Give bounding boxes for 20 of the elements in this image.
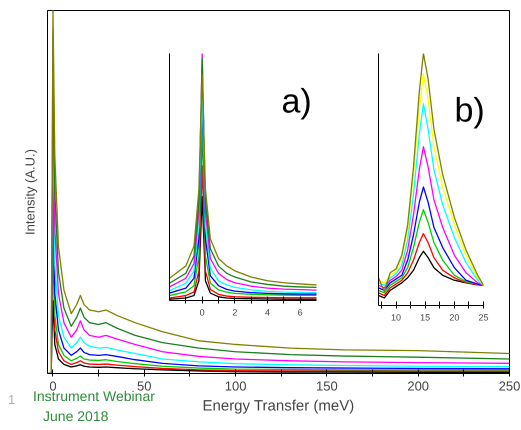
x-tick-label: 25 bbox=[478, 312, 489, 322]
x-tick-label: 100 bbox=[224, 378, 246, 394]
x-tick-label: 20 bbox=[449, 312, 460, 322]
x-tick-label: 200 bbox=[407, 378, 430, 394]
x-tick-label: 6 bbox=[298, 308, 303, 318]
annotation: b) bbox=[454, 92, 485, 130]
x-tick-label: 50 bbox=[137, 378, 152, 394]
text: June 2018 bbox=[43, 408, 108, 424]
x-tick-label: 15 bbox=[420, 312, 430, 322]
text: 1 bbox=[8, 392, 16, 407]
x-tick-label: 0 bbox=[200, 308, 205, 318]
x-tick-label: 0 bbox=[49, 378, 57, 394]
x-axis-title: Energy Transfer (meV) bbox=[202, 398, 354, 414]
x-tick-label: 4 bbox=[264, 308, 270, 318]
x-tick-label: 10 bbox=[390, 312, 402, 322]
x-tick-label: 150 bbox=[316, 378, 338, 394]
annotation: a) bbox=[282, 82, 312, 120]
x-tick-label: 2 bbox=[232, 308, 238, 318]
y-axis-title: Intensity (A.U.) bbox=[22, 149, 38, 235]
x-tick-label: 250 bbox=[498, 378, 520, 394]
